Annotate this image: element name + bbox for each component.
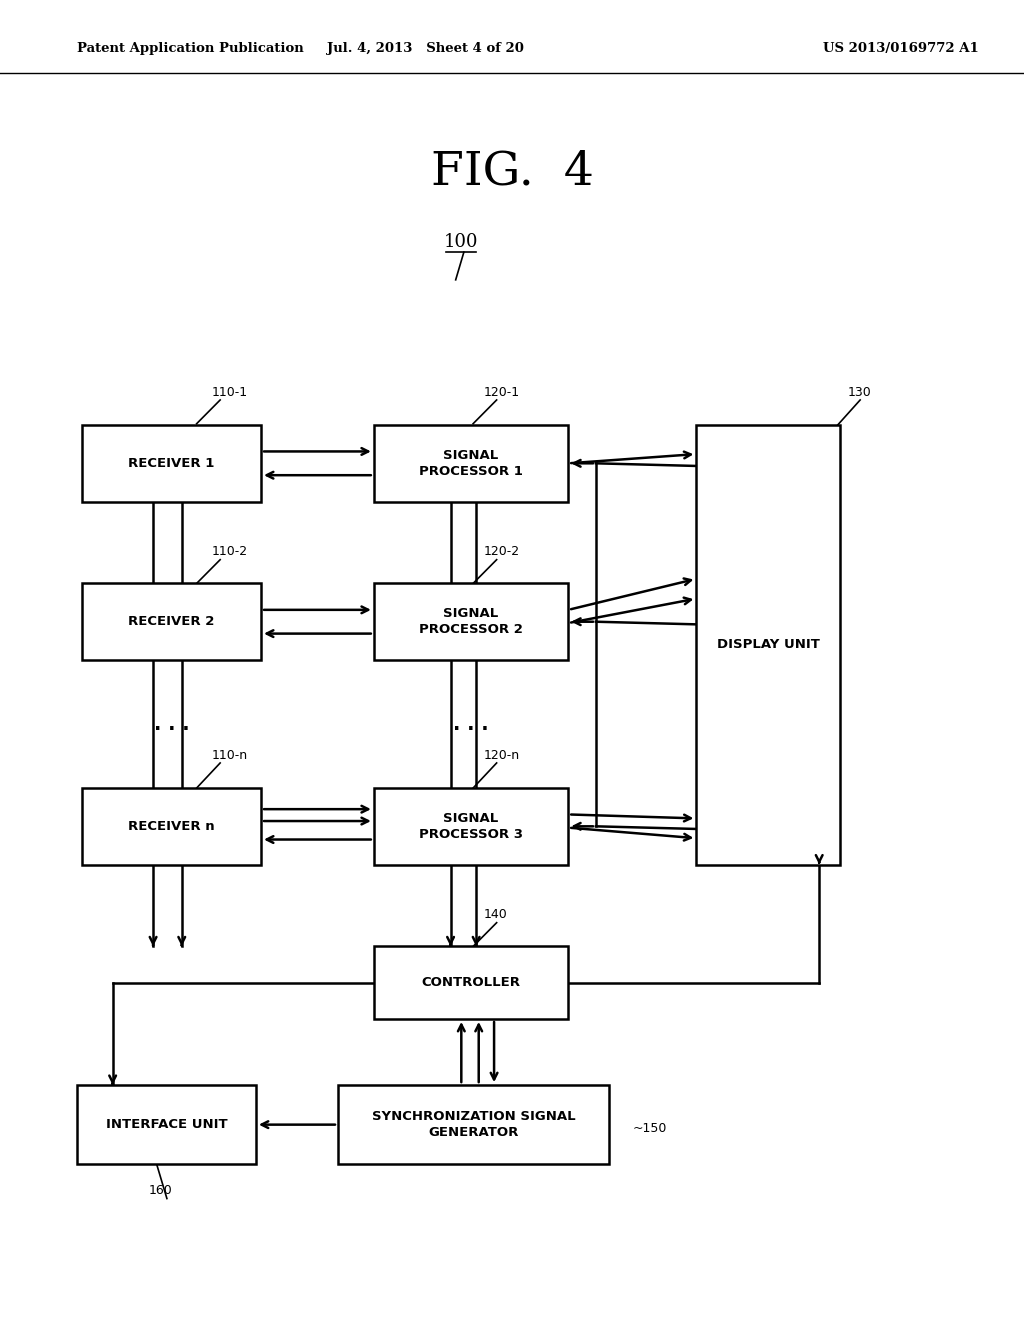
Text: 120-2: 120-2 (483, 545, 519, 558)
Text: US 2013/0169772 A1: US 2013/0169772 A1 (823, 42, 979, 55)
Text: RECEIVER n: RECEIVER n (128, 820, 215, 833)
Text: INTERFACE UNIT: INTERFACE UNIT (105, 1118, 227, 1131)
Bar (374, 425, 568, 502)
Text: 110-n: 110-n (212, 748, 248, 762)
Bar (82, 425, 261, 502)
Text: 110-2: 110-2 (212, 545, 248, 558)
Text: SIGNAL
PROCESSOR 3: SIGNAL PROCESSOR 3 (419, 812, 523, 841)
Text: 140: 140 (483, 908, 507, 921)
Text: ~150: ~150 (633, 1122, 668, 1135)
Text: SYNCHRONIZATION SIGNAL
GENERATOR: SYNCHRONIZATION SIGNAL GENERATOR (372, 1110, 575, 1139)
Text: SIGNAL
PROCESSOR 2: SIGNAL PROCESSOR 2 (419, 607, 523, 636)
Text: DISPLAY UNIT: DISPLAY UNIT (717, 639, 819, 651)
Bar (374, 583, 568, 660)
Text: SIGNAL
PROCESSOR 1: SIGNAL PROCESSOR 1 (419, 449, 523, 478)
Text: . . .: . . . (154, 714, 189, 734)
Text: 120-1: 120-1 (483, 385, 519, 399)
Bar (82, 583, 261, 660)
Text: 120-n: 120-n (483, 748, 519, 762)
Bar (696, 425, 840, 865)
Text: Patent Application Publication: Patent Application Publication (77, 42, 303, 55)
Bar (338, 1085, 609, 1164)
Text: RECEIVER 2: RECEIVER 2 (128, 615, 215, 628)
Text: . . .: . . . (454, 714, 488, 734)
Bar (374, 946, 568, 1019)
Text: 110-1: 110-1 (212, 385, 248, 399)
Bar (374, 788, 568, 865)
Text: 160: 160 (148, 1184, 172, 1197)
Text: CONTROLLER: CONTROLLER (422, 977, 520, 989)
Bar (77, 1085, 256, 1164)
Bar (82, 788, 261, 865)
Text: RECEIVER 1: RECEIVER 1 (128, 457, 215, 470)
Text: Jul. 4, 2013   Sheet 4 of 20: Jul. 4, 2013 Sheet 4 of 20 (327, 42, 523, 55)
Text: 100: 100 (443, 232, 478, 251)
Text: FIG.  4: FIG. 4 (430, 149, 594, 194)
Text: 130: 130 (848, 385, 871, 399)
